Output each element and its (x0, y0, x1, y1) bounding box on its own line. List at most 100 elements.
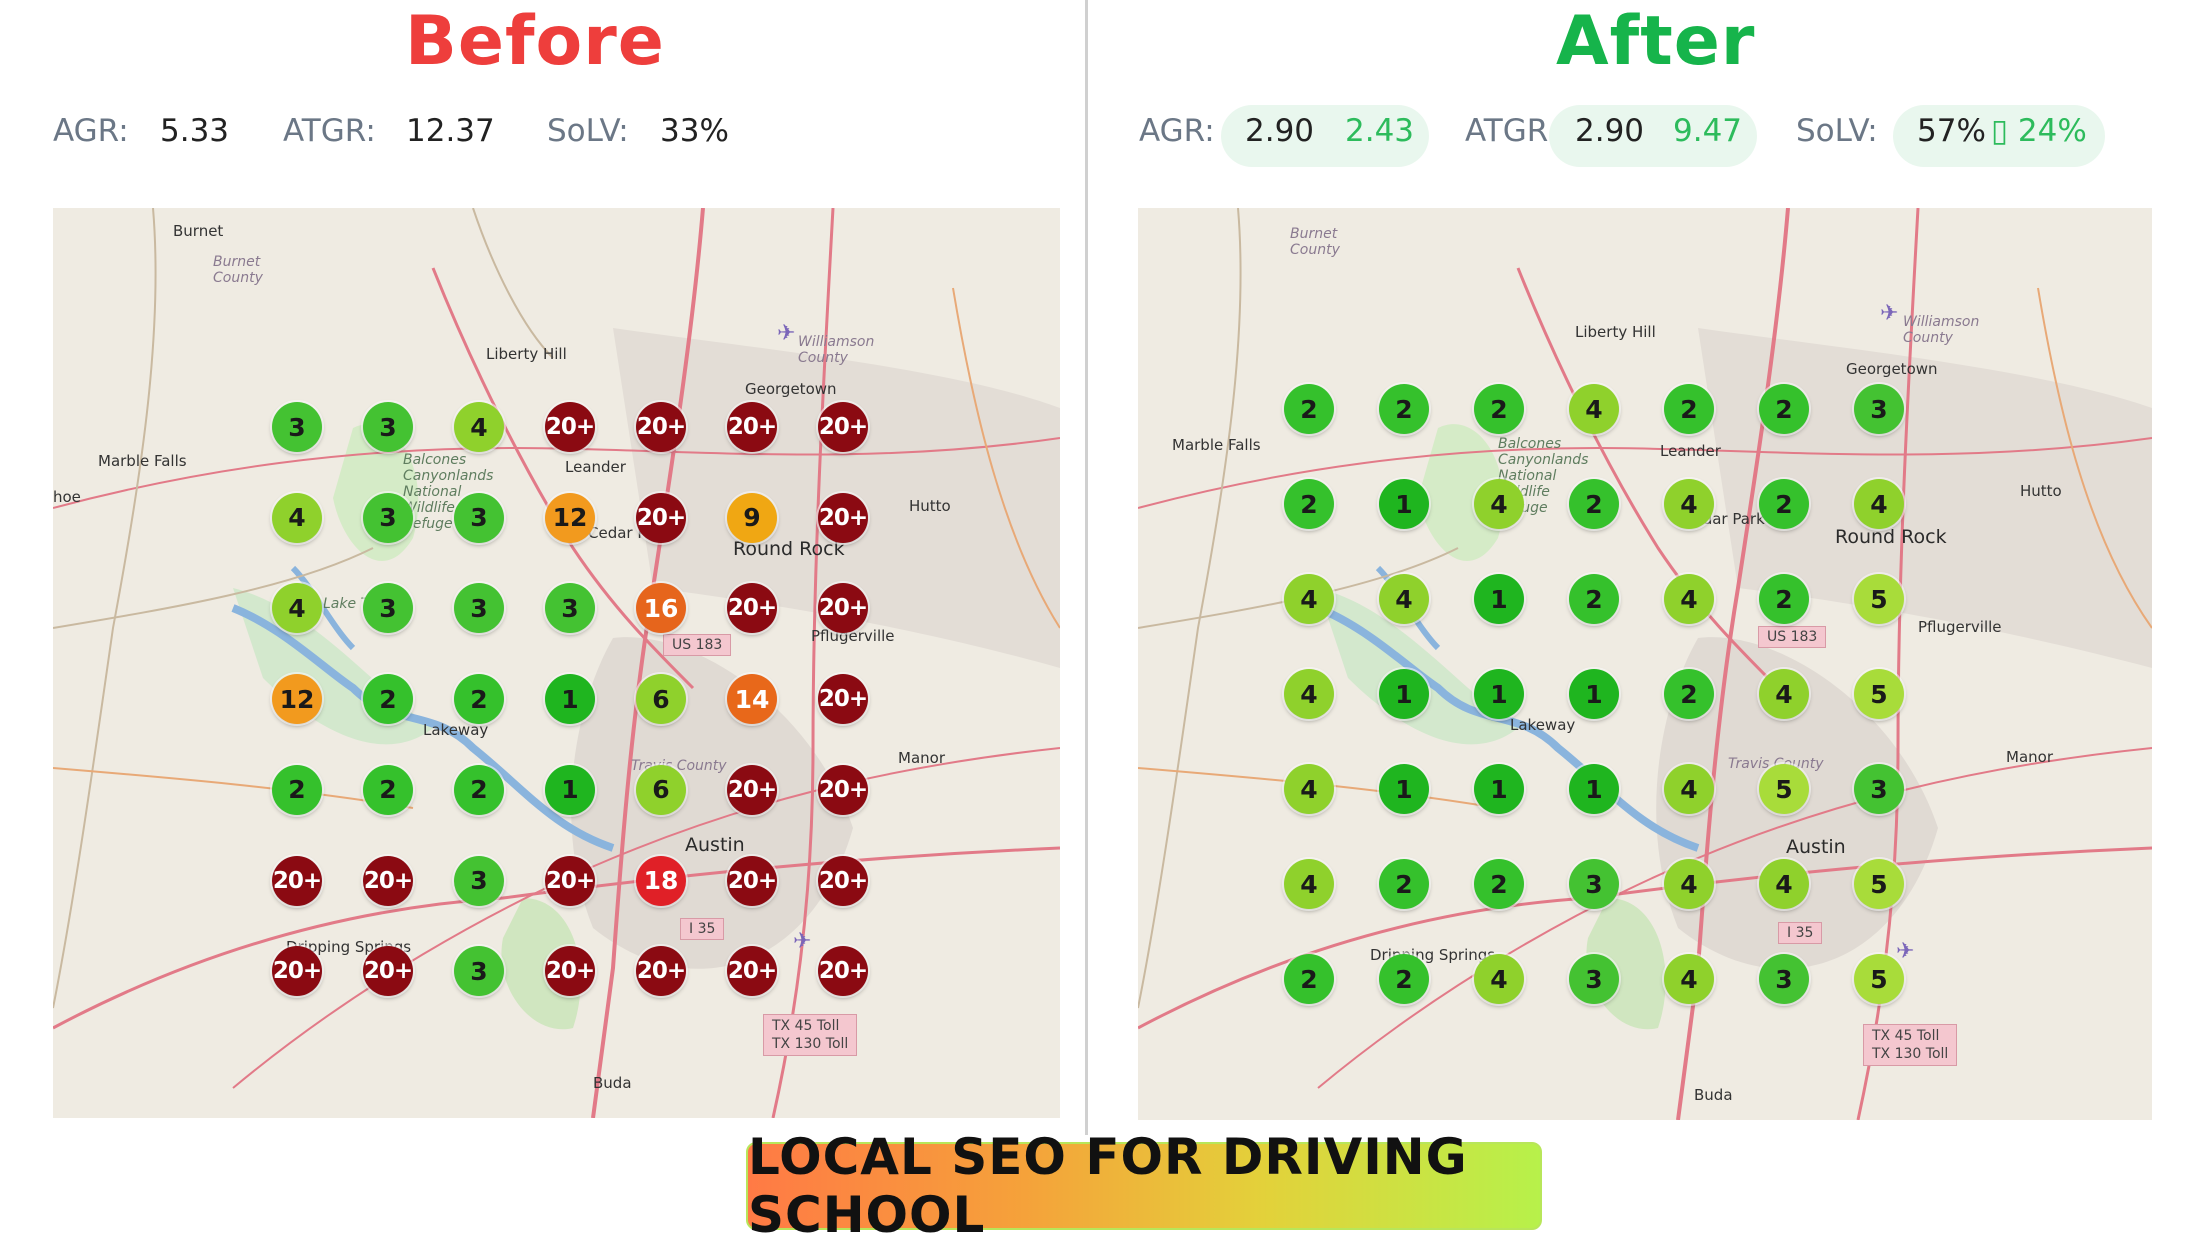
rank-pin[interactable]: 18 (636, 855, 686, 906)
rank-pin[interactable]: 20+ (727, 583, 777, 634)
rank-pin[interactable]: 2 (1379, 954, 1429, 1004)
rank-pin[interactable]: 5 (1854, 669, 1904, 719)
rank-pin[interactable]: 20+ (272, 855, 322, 906)
rank-pin[interactable]: 20+ (636, 946, 686, 997)
rank-pin[interactable]: 20+ (818, 855, 868, 906)
rank-pin[interactable]: 2 (1759, 574, 1809, 624)
rank-pin[interactable]: 3 (1854, 764, 1904, 814)
rank-pin[interactable]: 4 (1569, 384, 1619, 434)
rank-pin[interactable]: 2 (363, 764, 413, 815)
rank-pin[interactable]: 2 (1284, 479, 1334, 529)
rank-pin[interactable]: 1 (1474, 669, 1524, 719)
rank-pin[interactable]: 20+ (727, 855, 777, 906)
rank-pin[interactable]: 20+ (818, 583, 868, 634)
rank-pin[interactable]: 4 (1284, 669, 1334, 719)
rank-pin[interactable]: 4 (1759, 859, 1809, 909)
rank-pin[interactable]: 2 (1759, 479, 1809, 529)
rank-pin[interactable]: 3 (363, 492, 413, 543)
rank-pin[interactable]: 4 (1664, 954, 1714, 1004)
rank-pin[interactable]: 20+ (818, 492, 868, 543)
rank-pin[interactable]: 3 (272, 402, 322, 452)
rank-pin[interactable]: 3 (363, 402, 413, 452)
rank-pin[interactable]: 4 (1664, 859, 1714, 909)
rank-pin[interactable]: 3 (454, 946, 504, 997)
rank-pin[interactable]: 2 (454, 674, 504, 725)
rank-pin[interactable]: 20+ (818, 402, 868, 452)
rank-pin[interactable]: 4 (1664, 764, 1714, 814)
rank-pin[interactable]: 1 (1379, 479, 1429, 529)
rank-pin[interactable]: 14 (727, 674, 777, 725)
rank-pin[interactable]: 1 (1379, 764, 1429, 814)
rank-pin[interactable]: 4 (272, 583, 322, 634)
rank-pin[interactable]: 20+ (545, 855, 595, 906)
rank-pin[interactable]: 5 (1854, 954, 1904, 1004)
rank-pin[interactable]: 4 (1854, 479, 1904, 529)
rank-pin[interactable]: 1 (1379, 669, 1429, 719)
rank-pin[interactable]: 1 (1474, 574, 1524, 624)
rank-pin[interactable]: 3 (1854, 384, 1904, 434)
rank-pin[interactable]: 20+ (363, 946, 413, 997)
rank-pin[interactable]: 2 (454, 764, 504, 815)
rank-pin[interactable]: 20+ (363, 855, 413, 906)
rank-pin[interactable]: 4 (1284, 574, 1334, 624)
rank-pin[interactable]: 1 (1569, 669, 1619, 719)
rank-pin[interactable]: 2 (1664, 669, 1714, 719)
before-map[interactable]: Burnet Burnet County Liberty Hill George… (53, 208, 1060, 1118)
rank-pin[interactable]: 6 (636, 764, 686, 815)
rank-pin[interactable]: 1 (545, 674, 595, 725)
rank-pin[interactable]: 2 (1759, 384, 1809, 434)
rank-pin[interactable]: 20+ (727, 946, 777, 997)
rank-pin[interactable]: 5 (1759, 764, 1809, 814)
rank-pin[interactable]: 4 (1664, 574, 1714, 624)
rank-pin[interactable]: 3 (1759, 954, 1809, 1004)
rank-pin[interactable]: 20+ (545, 946, 595, 997)
rank-pin[interactable]: 2 (1284, 384, 1334, 434)
rank-pin[interactable]: 2 (1474, 384, 1524, 434)
rank-pin[interactable]: 4 (1379, 574, 1429, 624)
rank-pin[interactable]: 4 (1284, 859, 1334, 909)
rank-pin[interactable]: 4 (1474, 479, 1524, 529)
rank-pin[interactable]: 20+ (727, 402, 777, 452)
after-map[interactable]: Burnet County Liberty Hill Georgetown Wi… (1138, 208, 2152, 1120)
rank-pin[interactable]: 1 (545, 764, 595, 815)
rank-pin[interactable]: 2 (1664, 384, 1714, 434)
rank-pin[interactable]: 4 (1759, 669, 1809, 719)
rank-pin[interactable]: 6 (636, 674, 686, 725)
rank-pin[interactable]: 5 (1854, 574, 1904, 624)
rank-pin[interactable]: 1 (1474, 764, 1524, 814)
rank-pin[interactable]: 2 (1284, 954, 1334, 1004)
rank-pin[interactable]: 2 (1569, 574, 1619, 624)
rank-pin[interactable]: 3 (454, 583, 504, 634)
rank-pin[interactable]: 2 (272, 764, 322, 815)
rank-pin[interactable]: 20+ (818, 764, 868, 815)
rank-pin[interactable]: 4 (1474, 954, 1524, 1004)
rank-pin[interactable]: 16 (636, 583, 686, 634)
rank-pin[interactable]: 20+ (272, 946, 322, 997)
rank-pin[interactable]: 3 (454, 855, 504, 906)
rank-pin[interactable]: 3 (1569, 954, 1619, 1004)
rank-pin[interactable]: 4 (1284, 764, 1334, 814)
rank-pin[interactable]: 20+ (727, 764, 777, 815)
rank-pin[interactable]: 3 (545, 583, 595, 634)
rank-pin[interactable]: 12 (545, 492, 595, 543)
rank-pin[interactable]: 12 (272, 674, 322, 725)
rank-pin[interactable]: 2 (1379, 384, 1429, 434)
rank-pin[interactable]: 20+ (818, 674, 868, 725)
rank-pin[interactable]: 5 (1854, 859, 1904, 909)
rank-pin[interactable]: 4 (1664, 479, 1714, 529)
rank-pin[interactable]: 9 (727, 492, 777, 543)
rank-pin[interactable]: 20+ (545, 402, 595, 452)
rank-pin[interactable]: 20+ (818, 946, 868, 997)
rank-pin[interactable]: 2 (1379, 859, 1429, 909)
rank-pin[interactable]: 4 (272, 492, 322, 543)
rank-pin[interactable]: 20+ (636, 402, 686, 452)
rank-pin[interactable]: 2 (363, 674, 413, 725)
rank-pin[interactable]: 3 (363, 583, 413, 634)
rank-pin[interactable]: 3 (454, 492, 504, 543)
rank-pin[interactable]: 20+ (636, 492, 686, 543)
rank-pin[interactable]: 4 (454, 402, 504, 452)
rank-pin[interactable]: 3 (1569, 859, 1619, 909)
rank-pin[interactable]: 2 (1569, 479, 1619, 529)
rank-pin[interactable]: 1 (1569, 764, 1619, 814)
rank-pin[interactable]: 2 (1474, 859, 1524, 909)
